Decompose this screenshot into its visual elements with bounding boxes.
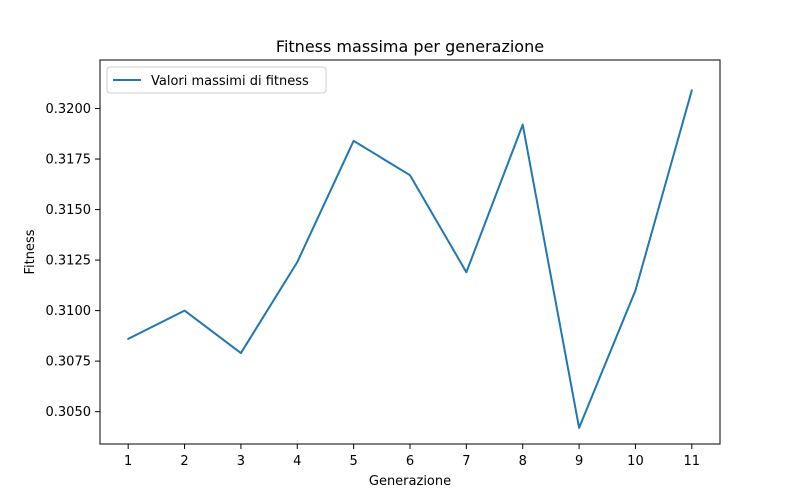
legend-label: Valori massimi di fitness (151, 74, 309, 89)
x-tick-label: 1 (124, 454, 132, 469)
x-axis-label: Generazione (369, 474, 451, 489)
legend: Valori massimi di fitness (106, 66, 327, 94)
y-axis-ticks: 0.3050 0.3075 0.3100 0.3125 0.3150 0.3175 0.32… (46, 102, 100, 420)
series-line (127, 89, 693, 429)
x-tick-label: 10 (627, 454, 644, 469)
y-tick-label: 0.3100 (46, 304, 92, 319)
x-tick-label: 9 (575, 454, 583, 469)
x-tick-label: 7 (462, 454, 470, 469)
y-axis-label: Fitness (23, 229, 38, 274)
x-tick-label: 11 (684, 454, 701, 469)
x-tick-label: 4 (293, 454, 301, 469)
legend-box (106, 66, 327, 94)
x-axis-ticks: 1 2 3 4 5 6 7 8 9 10 11 (124, 444, 700, 469)
x-tick-label: 5 (349, 454, 357, 469)
x-tick-label: 6 (406, 454, 414, 469)
x-tick-label: 2 (180, 454, 188, 469)
y-tick-label: 0.3175 (46, 153, 92, 168)
y-tick-label: 0.3200 (46, 102, 92, 117)
series-layer (127, 89, 693, 429)
x-tick-label: 3 (237, 454, 245, 469)
y-tick-label: 0.3125 (46, 254, 92, 269)
y-tick-label: 0.3050 (46, 405, 92, 420)
x-tick-label: 8 (519, 454, 527, 469)
y-tick-label: 0.3075 (46, 355, 92, 370)
y-tick-label: 0.3150 (46, 203, 92, 218)
chart-title: Fitness massima per generazione (276, 37, 544, 56)
